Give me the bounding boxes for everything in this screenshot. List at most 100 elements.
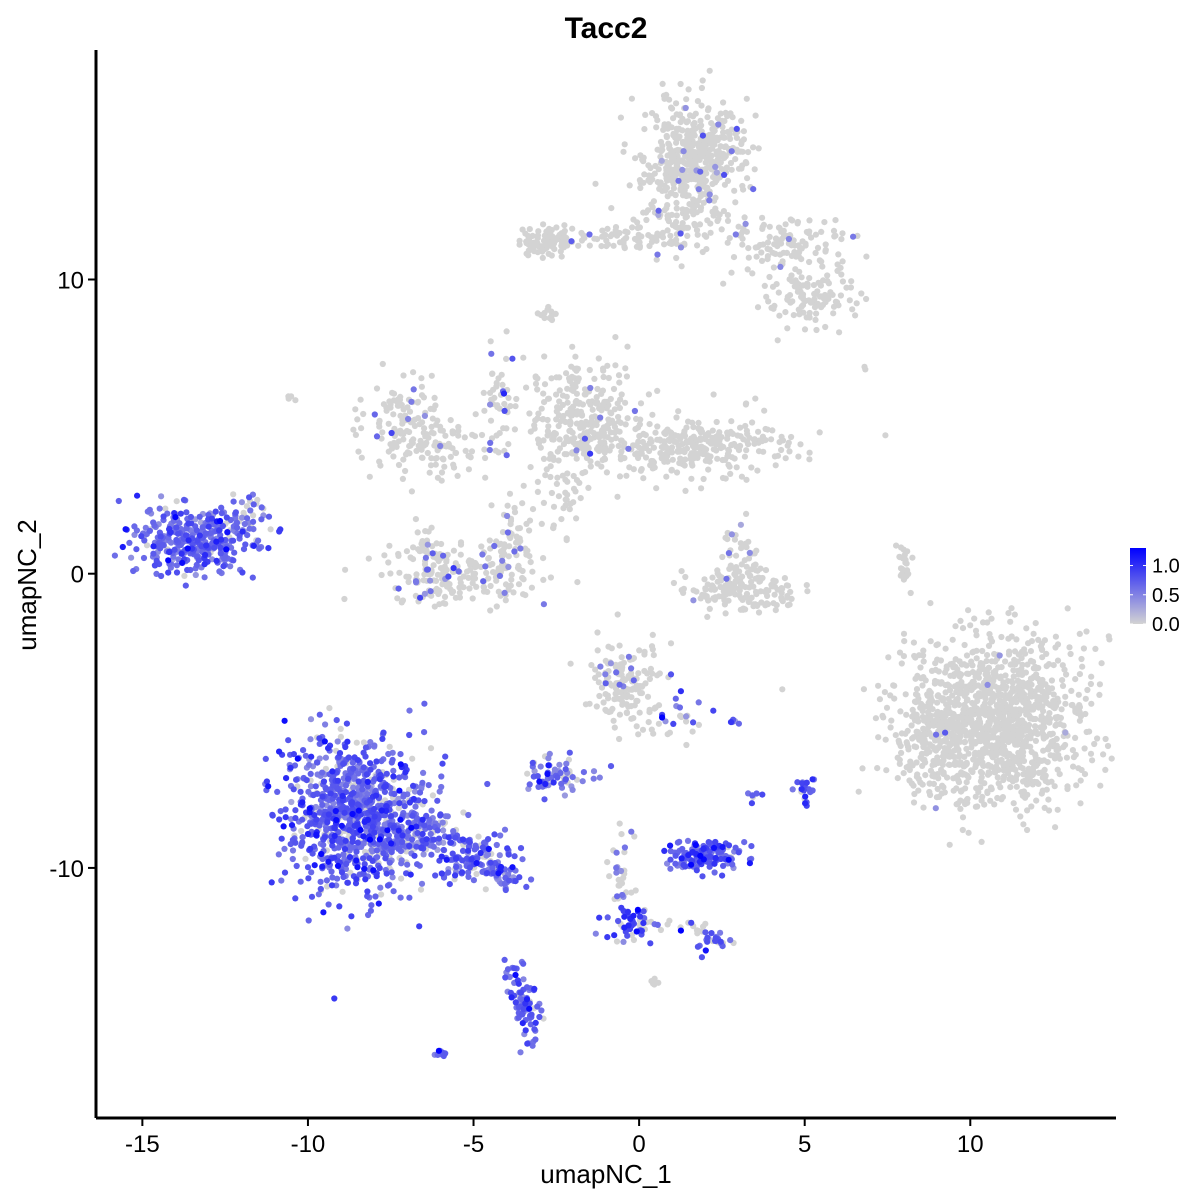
cell-point [564, 491, 571, 498]
cell-point [806, 314, 813, 321]
cell-point [754, 304, 762, 311]
cell-point [699, 248, 706, 256]
cell-point [788, 242, 795, 249]
cell-point [579, 445, 587, 452]
cell-point [679, 220, 686, 227]
cell-point [556, 398, 563, 405]
cell-point [438, 477, 445, 484]
cell-point-expressing [558, 780, 565, 787]
cell-point [953, 774, 960, 781]
cell-point [589, 406, 596, 413]
cell-point [989, 744, 996, 751]
cell-point [405, 578, 412, 586]
cell-point [1055, 745, 1062, 753]
cell-point [958, 661, 965, 668]
cell-point [720, 99, 727, 106]
cell-point [472, 411, 479, 418]
cell-point [1026, 767, 1033, 774]
cell-point [1105, 633, 1112, 640]
cell-point [697, 152, 704, 160]
cell-point [1020, 757, 1028, 765]
cell-point [450, 547, 457, 554]
cell-point [441, 593, 449, 601]
cell-point [963, 779, 970, 786]
cell-point [501, 544, 508, 551]
cell-point [745, 245, 752, 252]
cell-point [812, 249, 819, 257]
cell-point [623, 373, 631, 380]
cell-point [650, 444, 657, 451]
cell-point [563, 370, 570, 377]
cell-point [673, 469, 681, 476]
cell-point-expressing [529, 1042, 536, 1049]
cell-point-expressing [587, 384, 594, 392]
cell-point [1022, 700, 1029, 707]
cell-point [549, 233, 556, 240]
cell-point [746, 584, 753, 591]
cell-point [766, 246, 773, 253]
cell-point [920, 725, 927, 732]
cell-point [379, 360, 386, 368]
cell-point [750, 144, 757, 151]
cell-point-expressing [322, 754, 329, 761]
cell-point [701, 576, 708, 583]
cell-point-expressing [255, 537, 262, 544]
cell-point [961, 721, 968, 728]
cell-point [654, 230, 661, 237]
cell-point [812, 316, 819, 323]
cell-point [610, 717, 617, 724]
cell-point [970, 678, 977, 686]
cell-point-expressing [156, 505, 163, 512]
cell-point [563, 393, 570, 400]
cell-point [608, 436, 615, 443]
cell-point [624, 343, 631, 350]
cell-point [592, 674, 599, 682]
cell-point-expressing [625, 653, 633, 660]
cell-point-expressing [227, 563, 234, 570]
cell-point [397, 412, 404, 419]
cell-point [551, 246, 558, 253]
cell-point [722, 610, 729, 617]
cell-point [905, 570, 912, 578]
cell-point [615, 413, 622, 421]
cell-point [1075, 691, 1082, 698]
cell-point-expressing [735, 720, 743, 727]
cell-point [806, 258, 813, 266]
cell-point [1052, 824, 1059, 831]
cell-point-expressing [519, 856, 526, 863]
cell-point [558, 516, 565, 523]
cell-point [659, 146, 666, 153]
cell-point [1039, 787, 1046, 794]
cell-point-expressing [422, 554, 429, 561]
cell-point [561, 234, 568, 241]
cell-point-expressing [427, 588, 434, 595]
cell-point [534, 235, 541, 242]
cell-point [544, 416, 551, 424]
cell-point [1024, 807, 1031, 814]
cell-point [611, 423, 619, 431]
cell-point [695, 419, 702, 426]
cell-point [940, 771, 947, 778]
cell-point-expressing [440, 552, 447, 559]
cell-point [961, 692, 968, 700]
cell-point [771, 241, 778, 248]
cell-point [390, 411, 397, 418]
cell-point [1032, 663, 1039, 671]
cell-point [846, 297, 853, 304]
cell-point [681, 188, 688, 195]
cell-point [919, 781, 926, 788]
cell-point [580, 232, 587, 239]
cell-point-expressing [320, 841, 327, 849]
cell-point [951, 721, 958, 729]
cell-point [1045, 661, 1053, 668]
cell-point [588, 418, 595, 425]
cell-point [745, 254, 752, 261]
cell-point [519, 500, 526, 507]
cell-point [995, 757, 1002, 764]
cell-point [597, 439, 604, 446]
cell-point [667, 232, 674, 239]
cell-point [737, 442, 744, 449]
cell-point [483, 569, 490, 577]
cell-point-expressing [742, 220, 749, 227]
cell-point [433, 555, 440, 562]
